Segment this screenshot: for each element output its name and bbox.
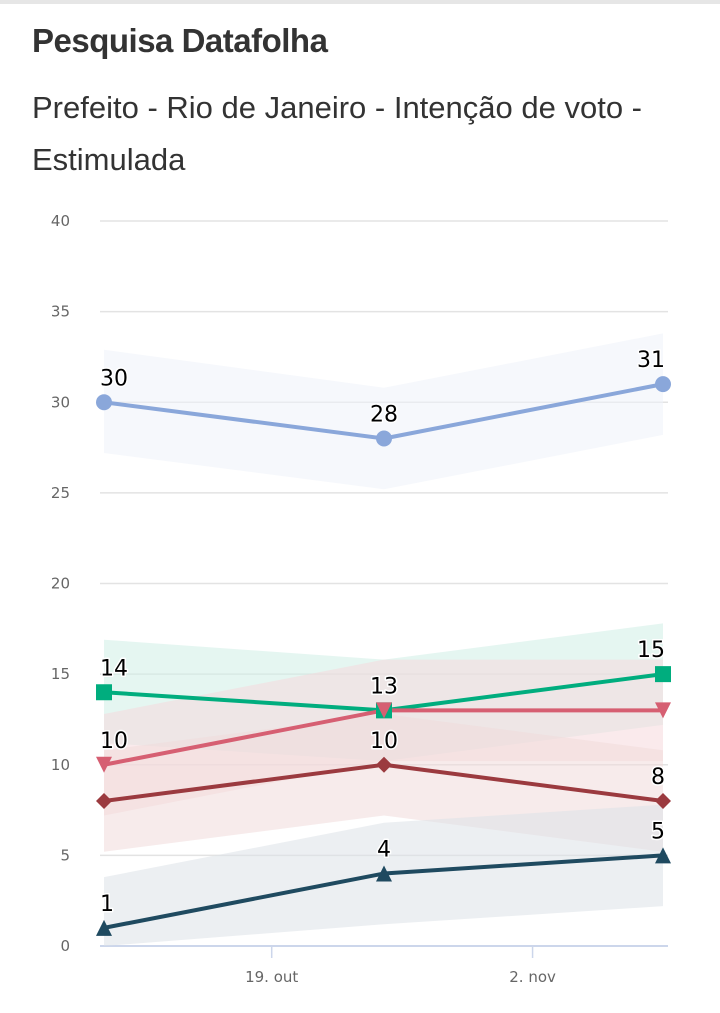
data-label: 13 — [370, 674, 398, 699]
chart-subtitle: Prefeito - Rio de Janeiro - Intenção de … — [32, 90, 642, 177]
data-label: 1 — [100, 892, 114, 917]
y-tick-label: 20 — [51, 575, 70, 593]
data-label: 4 — [377, 838, 391, 863]
circle-marker — [96, 394, 112, 411]
diamond-marker — [96, 793, 112, 809]
circle-marker — [655, 376, 671, 393]
x-tick-label: 2. nov — [509, 968, 556, 986]
y-tick-label: 10 — [51, 756, 70, 774]
data-label: 31 — [637, 348, 665, 373]
y-tick-label: 15 — [51, 665, 70, 683]
circle-marker — [376, 430, 392, 447]
triangle-down-marker — [376, 702, 392, 719]
data-label: 14 — [100, 656, 128, 681]
data-label: 5 — [651, 819, 665, 844]
x-tick-label: 19. out — [245, 968, 298, 986]
y-tick-label: 40 — [51, 212, 70, 230]
data-label: 10 — [370, 729, 398, 754]
triangle-up-marker — [376, 865, 392, 882]
y-tick-label: 30 — [51, 393, 70, 411]
triangle-down-marker — [96, 756, 112, 773]
triangle-down-marker — [655, 702, 671, 719]
y-axis: 0 5 10 15 20 25 30 35 40 — [51, 212, 70, 955]
chart-title: Pesquisa Datafolha — [32, 22, 328, 59]
x-axis: 19. out 2. nov — [100, 945, 668, 986]
confidence-band — [104, 333, 663, 490]
data-label: 8 — [651, 765, 665, 790]
data-label: 30 — [100, 366, 128, 391]
triangle-up-marker — [655, 847, 671, 864]
square-marker — [96, 684, 112, 701]
diamond-marker — [655, 793, 671, 809]
data-label: 13 — [370, 674, 398, 699]
y-tick-label: 5 — [60, 846, 70, 864]
data-label: 10 — [100, 729, 128, 754]
y-tick-label: 25 — [51, 484, 70, 502]
y-tick-label: 0 — [60, 937, 70, 955]
y-tick-label: 35 — [51, 303, 70, 321]
diamond-marker — [376, 756, 392, 773]
data-label: 28 — [370, 403, 398, 428]
top-divider — [0, 0, 720, 4]
data-label: 15 — [637, 638, 665, 663]
triangle-up-marker — [96, 919, 112, 936]
square-marker — [655, 666, 671, 683]
series-markers — [96, 376, 671, 936]
confidence-bands — [104, 333, 663, 946]
